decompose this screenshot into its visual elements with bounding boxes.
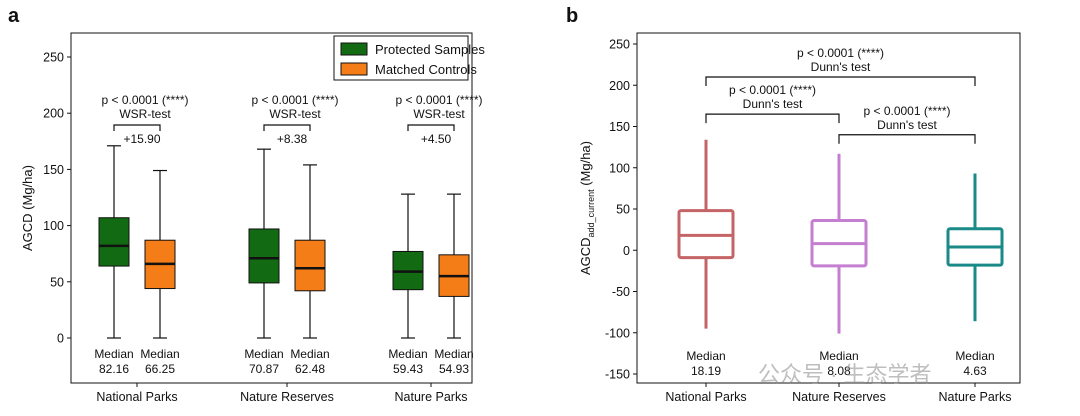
- difference-text: +15.90: [123, 132, 160, 146]
- median-value: 82.16: [99, 362, 129, 376]
- median-title: Median: [388, 347, 427, 361]
- difference-text: +4.50: [421, 132, 452, 146]
- comparison-bracket: [705, 113, 840, 124]
- y-tick-label-a: 200: [43, 107, 64, 121]
- comparison-test-name: Dunn's test: [743, 97, 803, 111]
- y-tick-label-b: -100: [605, 326, 630, 340]
- y-tick-label-b: 250: [609, 38, 630, 52]
- median-title: Median: [686, 349, 725, 363]
- median-value: 62.48: [295, 362, 325, 376]
- y-tick-label-a: 0: [57, 332, 64, 346]
- median-value: 54.93: [439, 362, 469, 376]
- y-tick-label-b: -50: [612, 285, 630, 299]
- median-value: 4.63: [963, 364, 987, 378]
- x-tick-label-a: Nature Reserves: [240, 390, 334, 404]
- x-tick-label-b: National Parks: [665, 390, 746, 404]
- y-tick-label-a: 50: [50, 275, 64, 289]
- comparison-significance: p < 0.0001 (****): [863, 104, 950, 118]
- median-value: 70.87: [249, 362, 279, 376]
- y-axis-label-units: (Mg/ha): [578, 141, 593, 189]
- plot-frame-b: [636, 32, 1021, 384]
- test-name-text: WSR-test: [119, 107, 171, 121]
- median-title: Median: [290, 347, 329, 361]
- significance-bracket: [113, 124, 161, 131]
- significance-text: p < 0.0001 (****): [395, 93, 482, 107]
- significance-bracket: [263, 124, 311, 131]
- y-tick-label-b: 100: [609, 161, 630, 175]
- y-axis-label-subscript: add_current: [586, 189, 596, 238]
- chart-b: -150 -100 -50 0 50 100 150 200 250 AGCDadd_curren…: [578, 32, 1021, 404]
- y-axis-label-a: AGCD (Mg/ha): [20, 165, 35, 251]
- median-title: Median: [955, 349, 994, 363]
- difference-text: +8.38: [277, 132, 308, 146]
- y-axis-label-b: AGCDadd_current (Mg/ha): [578, 141, 596, 275]
- chart-a: 0 50 100 150 200 250 AGCD (Mg/ha) National Park…: [20, 32, 485, 404]
- comparison-bracket: [838, 134, 976, 144]
- y-tick-label-b: 200: [609, 79, 630, 93]
- y-tick-label-a: 100: [43, 219, 64, 233]
- significance-bracket: [407, 124, 455, 131]
- significance-text: p < 0.0001 (****): [101, 93, 188, 107]
- median-title: Median: [140, 347, 179, 361]
- y-tick-label-b: 0: [623, 244, 630, 258]
- y-tick-label-a: 150: [43, 163, 64, 177]
- median-title: Median: [819, 349, 858, 363]
- median-value: 66.25: [145, 362, 175, 376]
- median-value: 18.19: [691, 364, 721, 378]
- x-tick-label-b: Nature Reserves: [792, 390, 886, 404]
- box-protected: [98, 217, 130, 267]
- legend-label: Matched Controls: [375, 62, 477, 77]
- y-tick-label-b: -150: [605, 368, 630, 382]
- comparison-test-name: Dunn's test: [877, 118, 937, 132]
- comparison-test-name: Dunn's test: [811, 60, 871, 74]
- legend-swatch: [340, 42, 368, 56]
- x-tick-label-a: National Parks: [96, 390, 177, 404]
- comparison-bracket: [705, 76, 976, 86]
- comparison-significance: p < 0.0001 (****): [797, 46, 884, 60]
- legend-label: Protected Samples: [375, 42, 485, 57]
- test-name-text: WSR-test: [413, 107, 465, 121]
- comparison-significance: p < 0.0001 (****): [729, 83, 816, 97]
- test-name-text: WSR-test: [269, 107, 321, 121]
- y-tick-label-b: 150: [609, 120, 630, 134]
- median-value: 59.43: [393, 362, 423, 376]
- y-tick-label-b: 50: [616, 203, 630, 217]
- significance-text: p < 0.0001 (****): [251, 93, 338, 107]
- x-tick-label-b: Nature Parks: [939, 390, 1012, 404]
- watermark-text: 公众号 · 生态学者: [758, 362, 932, 387]
- x-tick-label-a: Nature Parks: [395, 390, 468, 404]
- box-control: [294, 239, 326, 292]
- y-axis-label-main: AGCD: [578, 237, 593, 275]
- median-title: Median: [244, 347, 283, 361]
- median-title: Median: [94, 347, 133, 361]
- box-protected: [248, 228, 280, 284]
- legend-swatch: [340, 62, 368, 76]
- plot-frame-a: [70, 32, 473, 384]
- y-tick-label-a: 250: [43, 51, 64, 65]
- panel-b-label: b: [566, 5, 578, 27]
- median-title: Median: [434, 347, 473, 361]
- panel-a-label: a: [8, 5, 20, 27]
- median-value: 8.08: [827, 364, 851, 378]
